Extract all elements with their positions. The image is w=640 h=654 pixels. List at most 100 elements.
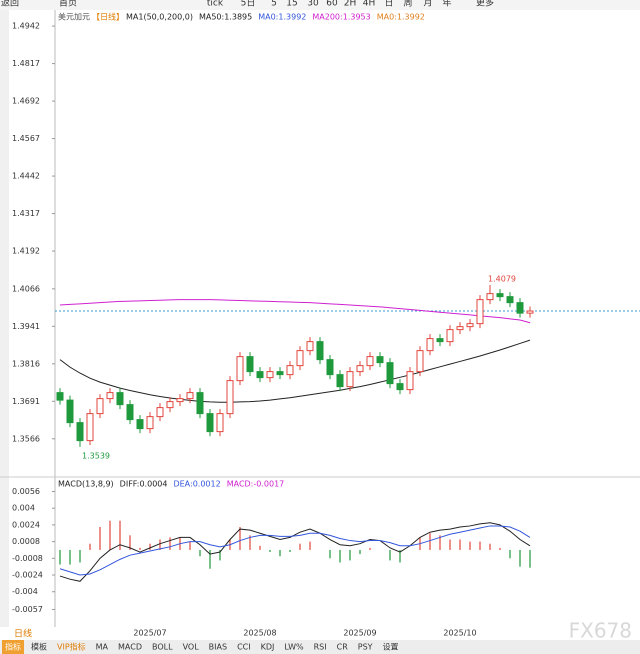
tab-item[interactable]: KDJ <box>261 643 275 652</box>
candle-body <box>236 356 244 382</box>
toolbar-item[interactable]: 30 <box>307 0 319 9</box>
y-tick-label: -0.0057 <box>12 605 43 614</box>
legend-item: MA200:1.3953 <box>312 13 370 22</box>
candle-body <box>226 380 234 415</box>
y-tick-label: 1.3566 <box>12 434 40 443</box>
toolbar-item[interactable]: 年 <box>442 0 451 9</box>
tab-item[interactable]: VOL <box>183 643 200 652</box>
candle-body <box>346 371 354 388</box>
candle-body <box>356 365 364 373</box>
candle-body <box>486 293 494 301</box>
toolbar-item[interactable]: 15 <box>286 0 297 9</box>
symbol: 美元加元 <box>58 12 90 22</box>
tab-item[interactable]: 指标 <box>5 642 21 652</box>
candle-body <box>106 392 114 400</box>
x-tick-label: 2025/09 <box>343 629 376 638</box>
candle-body <box>416 350 424 373</box>
x-tick-label: 2025/08 <box>243 629 276 638</box>
y-tick-label: 0.0056 <box>12 487 40 496</box>
candle-body <box>436 338 444 343</box>
candle-body <box>196 392 204 415</box>
low-label: 1.3539 <box>82 451 110 460</box>
y-tick-label: 1.3816 <box>12 359 40 368</box>
toolbar-item[interactable]: 周 <box>403 0 412 9</box>
candle-body <box>396 383 404 391</box>
toolbar-item[interactable]: 月 <box>423 0 432 9</box>
candle-body <box>376 356 384 364</box>
candle-body <box>326 359 334 376</box>
candle-body <box>426 338 434 352</box>
toolbar-item[interactable]: 更多 <box>476 0 494 9</box>
toolbar-item[interactable]: 首页 <box>59 0 77 9</box>
candle-body <box>456 326 464 331</box>
toolbar-item[interactable]: tick <box>207 0 224 9</box>
tab-item[interactable]: RSI <box>314 643 327 652</box>
tab-item[interactable]: PSY <box>358 643 373 652</box>
legend-item: MA0:1.3992 <box>258 13 306 22</box>
candle-body <box>156 407 164 418</box>
candle-body <box>296 350 304 367</box>
candle-body <box>276 371 284 376</box>
candle-body <box>446 329 454 343</box>
y-tick-label: 0.004 <box>12 504 35 513</box>
y-tick-label: 1.4192 <box>12 247 40 256</box>
candle-body <box>266 371 274 379</box>
tab-item[interactable]: 设置 <box>383 642 399 652</box>
candle-body <box>526 310 534 314</box>
candle-body <box>176 398 184 403</box>
high-label: 1.4079 <box>488 274 516 283</box>
y-tick-label: 1.3691 <box>12 397 40 406</box>
candle-body <box>56 392 64 401</box>
toolbar-item[interactable]: 2H <box>344 0 357 9</box>
watermark: FX678 <box>569 619 632 643</box>
tab-bar <box>0 640 640 654</box>
tab-item[interactable]: CCI <box>237 643 251 652</box>
legend-item: MA50:1.3895 <box>199 13 252 22</box>
series-line <box>59 299 531 324</box>
y-tick-label: -0.004 <box>12 587 38 596</box>
candle-body <box>186 392 194 400</box>
tab-item[interactable]: MACD <box>118 643 142 652</box>
legend-item: MA0:1.3992 <box>377 13 425 22</box>
toolbar-item[interactable]: 5 <box>271 0 277 9</box>
tab-item[interactable]: LW% <box>284 643 304 652</box>
tab-item[interactable]: BOLL <box>152 643 173 652</box>
tab-active <box>2 640 24 654</box>
candle-body <box>406 371 414 391</box>
toolbar-item[interactable]: 5日 <box>241 0 256 9</box>
y-tick-label: -0.0024 <box>12 571 43 580</box>
candle-body <box>256 371 264 379</box>
period-label: 【日线】 <box>92 12 124 22</box>
legend-item: MA1(50,0,200,0) <box>126 13 193 22</box>
period-row <box>0 627 640 640</box>
y-tick-label: 1.4692 <box>12 97 40 106</box>
candle-body <box>126 404 134 421</box>
y-tick-label: 1.4942 <box>12 22 40 31</box>
candle-body <box>86 413 94 442</box>
series-line <box>59 525 531 576</box>
tab-item[interactable]: MA <box>96 643 109 652</box>
y-tick-label: 1.4442 <box>12 172 40 181</box>
period-tab[interactable]: 日线 <box>14 628 32 640</box>
tab-item[interactable]: CR <box>337 643 349 652</box>
candle-body <box>336 374 344 388</box>
toolbar-item[interactable]: 4H <box>363 0 376 9</box>
sidebar <box>0 10 9 627</box>
legend-item: DIFF:0.0004 <box>120 480 168 489</box>
tab-item[interactable]: 模板 <box>31 642 47 652</box>
candle-body <box>286 365 294 376</box>
candle-body <box>166 401 174 409</box>
legend-item: DEA:0.0012 <box>173 480 220 489</box>
tab-item[interactable]: VIP指标 <box>57 642 86 652</box>
toolbar-item[interactable]: 日 <box>384 0 393 9</box>
toolbar-item[interactable]: 返回 <box>1 0 19 9</box>
candle-body <box>306 341 314 352</box>
y-tick-label: 1.4567 <box>12 134 40 143</box>
candle-body <box>316 341 324 361</box>
toolbar-item[interactable]: 60 <box>326 0 338 9</box>
candle-body <box>476 299 484 325</box>
tab-item[interactable]: BIAS <box>209 643 227 652</box>
series-line <box>59 339 531 403</box>
candle-body <box>206 413 214 433</box>
